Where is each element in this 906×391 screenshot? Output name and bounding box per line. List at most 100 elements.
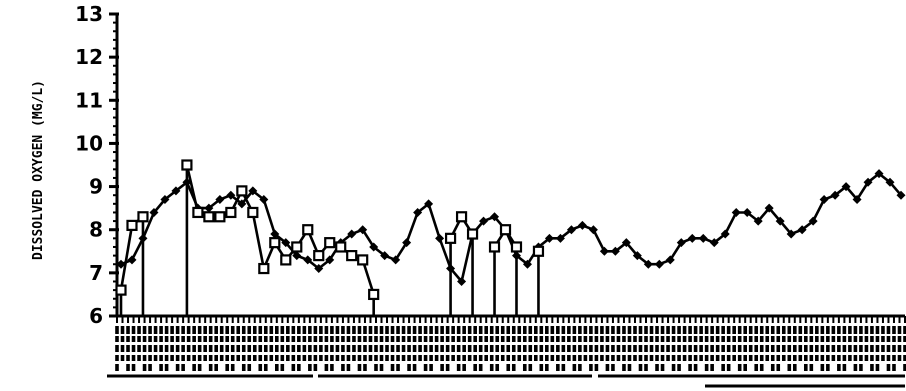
x-tick-label-glyph xyxy=(616,326,621,334)
x-tick-label-glyph xyxy=(258,364,263,371)
x-tick-label-glyph xyxy=(792,345,797,352)
x-tick-label-glyph xyxy=(302,336,307,342)
x-tick-label-glyph xyxy=(192,336,196,342)
x-tick-label-glyph xyxy=(346,345,351,352)
data-point xyxy=(292,251,302,261)
x-tick-label-glyph xyxy=(605,326,610,334)
x-tick-label-glyph xyxy=(699,326,703,334)
x-tick-label-glyph xyxy=(451,355,455,361)
x-tick-label-glyph xyxy=(451,326,455,334)
x-tick-label-glyph xyxy=(374,336,378,342)
x-tick-label-glyph xyxy=(550,355,555,361)
x-tick-label-glyph xyxy=(445,364,450,371)
x-tick-label-glyph xyxy=(462,345,466,352)
x-tick-label-glyph xyxy=(319,355,323,361)
data-point xyxy=(247,206,259,219)
x-tick-label-glyph xyxy=(886,345,891,352)
x-tick-label-glyph xyxy=(638,364,643,371)
data-point xyxy=(896,190,906,200)
x-tick-label-glyph xyxy=(429,355,433,361)
x-tick-label-glyph xyxy=(594,336,599,342)
x-tick-label-glyph xyxy=(423,345,428,352)
x-tick-label-glyph xyxy=(120,345,125,352)
x-tick-label-glyph xyxy=(241,326,246,334)
x-tick-label-glyph xyxy=(837,326,841,334)
x-tick-label-glyph xyxy=(870,345,874,352)
x-tick-label-glyph xyxy=(627,326,632,334)
data-point xyxy=(225,206,237,219)
x-tick-label-glyph xyxy=(837,355,841,361)
x-tick-label-glyph xyxy=(390,355,395,361)
x-tick-label-glyph xyxy=(561,355,566,361)
x-tick-label-glyph xyxy=(225,364,230,371)
x-tick-label-glyph xyxy=(853,364,858,371)
x-tick-label-glyph xyxy=(302,355,307,361)
x-tick-label-glyph xyxy=(715,336,720,342)
x-tick-label-glyph xyxy=(781,355,786,361)
x-tick-label-glyph xyxy=(765,326,770,334)
x-tick-label-glyph xyxy=(881,326,885,334)
x-tick-label-glyph xyxy=(699,355,703,361)
x-tick-label-glyph xyxy=(115,355,119,361)
x-tick-label-glyph xyxy=(726,364,731,371)
x-tick-label-glyph xyxy=(737,355,742,361)
data-point xyxy=(226,190,236,200)
x-tick-label-glyph xyxy=(732,326,736,334)
x-tick-label-glyph xyxy=(897,345,902,352)
x-tick-label-glyph xyxy=(456,326,461,334)
x-tick-label-glyph xyxy=(186,336,191,342)
x-tick-label-glyph xyxy=(710,326,714,334)
x-tick-label-glyph xyxy=(600,355,604,361)
x-tick-label-glyph xyxy=(445,326,450,334)
x-tick-label-glyph xyxy=(346,364,351,371)
x-tick-label-glyph xyxy=(164,326,169,334)
data-point xyxy=(720,229,730,239)
x-tick-label-glyph xyxy=(688,326,692,334)
x-tick-label-glyph xyxy=(341,364,345,371)
x-tick-label-glyph xyxy=(743,364,747,371)
data-point xyxy=(764,203,774,213)
x-tick-label-glyph xyxy=(330,326,334,334)
x-tick-label-glyph xyxy=(759,345,764,352)
x-tick-label-glyph xyxy=(864,326,869,334)
x-tick-label-glyph xyxy=(407,355,411,361)
x-tick-label-glyph xyxy=(456,336,461,342)
x-tick-label-glyph xyxy=(770,355,775,361)
x-tick-label-glyph xyxy=(511,336,516,342)
x-tick-label-glyph xyxy=(842,336,847,342)
x-tick-label-glyph xyxy=(815,345,819,352)
x-tick-label-glyph xyxy=(600,326,604,334)
x-tick-label-glyph xyxy=(522,326,527,334)
data-point xyxy=(731,207,741,217)
x-tick-label-glyph xyxy=(203,345,207,352)
x-tick-label-glyph xyxy=(809,364,814,371)
x-tick-label-glyph xyxy=(489,336,494,342)
x-tick-label-glyph xyxy=(330,345,334,352)
x-tick-label-glyph xyxy=(175,364,180,371)
x-tick-label-glyph xyxy=(324,364,329,371)
x-tick-label-glyph xyxy=(280,355,285,361)
x-tick-label-glyph xyxy=(429,336,433,342)
x-tick-label-glyph xyxy=(870,326,874,334)
x-axis xyxy=(116,314,906,323)
x-tick-label-glyph xyxy=(175,355,180,361)
x-tick-label-glyph xyxy=(445,336,450,342)
x-tick-label-glyph xyxy=(197,355,202,361)
x-tick-label-glyph xyxy=(230,364,235,371)
x-tick-label-glyph xyxy=(175,326,180,334)
x-tick-label-glyph xyxy=(341,355,345,361)
x-tick-label-glyph xyxy=(214,355,218,361)
x-tick-label-glyph xyxy=(886,364,891,371)
x-tick-label-glyph xyxy=(754,364,759,371)
data-point xyxy=(499,224,512,236)
x-tick-label-glyph xyxy=(335,345,340,352)
data-point xyxy=(544,233,554,243)
data-point xyxy=(116,259,126,269)
x-tick-label-glyph xyxy=(759,355,764,361)
x-tick-label-glyph xyxy=(556,364,560,371)
x-tick-label-glyph xyxy=(864,355,869,361)
data-point xyxy=(457,276,467,286)
x-tick-label-glyph xyxy=(578,355,582,361)
data-point xyxy=(160,195,170,205)
x-tick-label-glyph xyxy=(297,355,301,361)
